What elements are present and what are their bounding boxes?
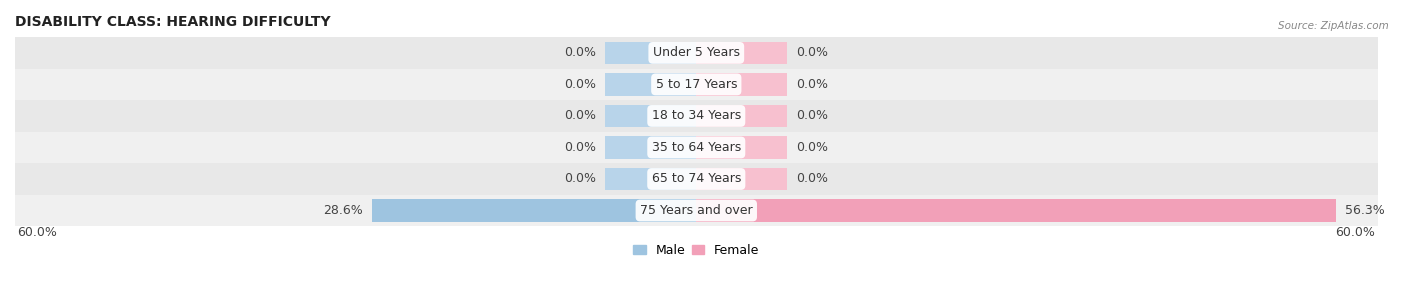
- Bar: [606, 136, 696, 159]
- Text: 0.0%: 0.0%: [564, 78, 596, 91]
- Text: Source: ZipAtlas.com: Source: ZipAtlas.com: [1278, 21, 1389, 31]
- Bar: [15, 37, 1378, 69]
- Bar: [15, 69, 1378, 100]
- Text: 0.0%: 0.0%: [564, 109, 596, 122]
- Text: 75 Years and over: 75 Years and over: [640, 204, 752, 217]
- Text: 0.0%: 0.0%: [796, 109, 828, 122]
- Text: 0.0%: 0.0%: [796, 78, 828, 91]
- Bar: [696, 199, 1336, 222]
- Text: 5 to 17 Years: 5 to 17 Years: [655, 78, 737, 91]
- Bar: [606, 73, 696, 96]
- Bar: [606, 105, 696, 127]
- Text: 60.0%: 60.0%: [17, 226, 58, 239]
- Bar: [696, 136, 787, 159]
- Legend: Male, Female: Male, Female: [628, 239, 765, 262]
- Text: 35 to 64 Years: 35 to 64 Years: [651, 141, 741, 154]
- Bar: [606, 41, 696, 64]
- Text: 60.0%: 60.0%: [1336, 226, 1375, 239]
- Text: 28.6%: 28.6%: [323, 204, 363, 217]
- Text: 0.0%: 0.0%: [564, 173, 596, 185]
- Text: 0.0%: 0.0%: [796, 173, 828, 185]
- Bar: [696, 105, 787, 127]
- Text: 0.0%: 0.0%: [796, 141, 828, 154]
- Bar: [606, 168, 696, 190]
- Text: 65 to 74 Years: 65 to 74 Years: [651, 173, 741, 185]
- Bar: [696, 41, 787, 64]
- Bar: [15, 163, 1378, 195]
- Bar: [371, 199, 696, 222]
- Text: 0.0%: 0.0%: [564, 141, 596, 154]
- Bar: [15, 100, 1378, 132]
- Text: 18 to 34 Years: 18 to 34 Years: [651, 109, 741, 122]
- Bar: [696, 73, 787, 96]
- Text: 0.0%: 0.0%: [796, 46, 828, 59]
- Bar: [15, 195, 1378, 226]
- Bar: [696, 168, 787, 190]
- Text: 56.3%: 56.3%: [1344, 204, 1385, 217]
- Text: 0.0%: 0.0%: [564, 46, 596, 59]
- Bar: [15, 132, 1378, 163]
- Text: DISABILITY CLASS: HEARING DIFFICULTY: DISABILITY CLASS: HEARING DIFFICULTY: [15, 15, 330, 29]
- Text: Under 5 Years: Under 5 Years: [652, 46, 740, 59]
